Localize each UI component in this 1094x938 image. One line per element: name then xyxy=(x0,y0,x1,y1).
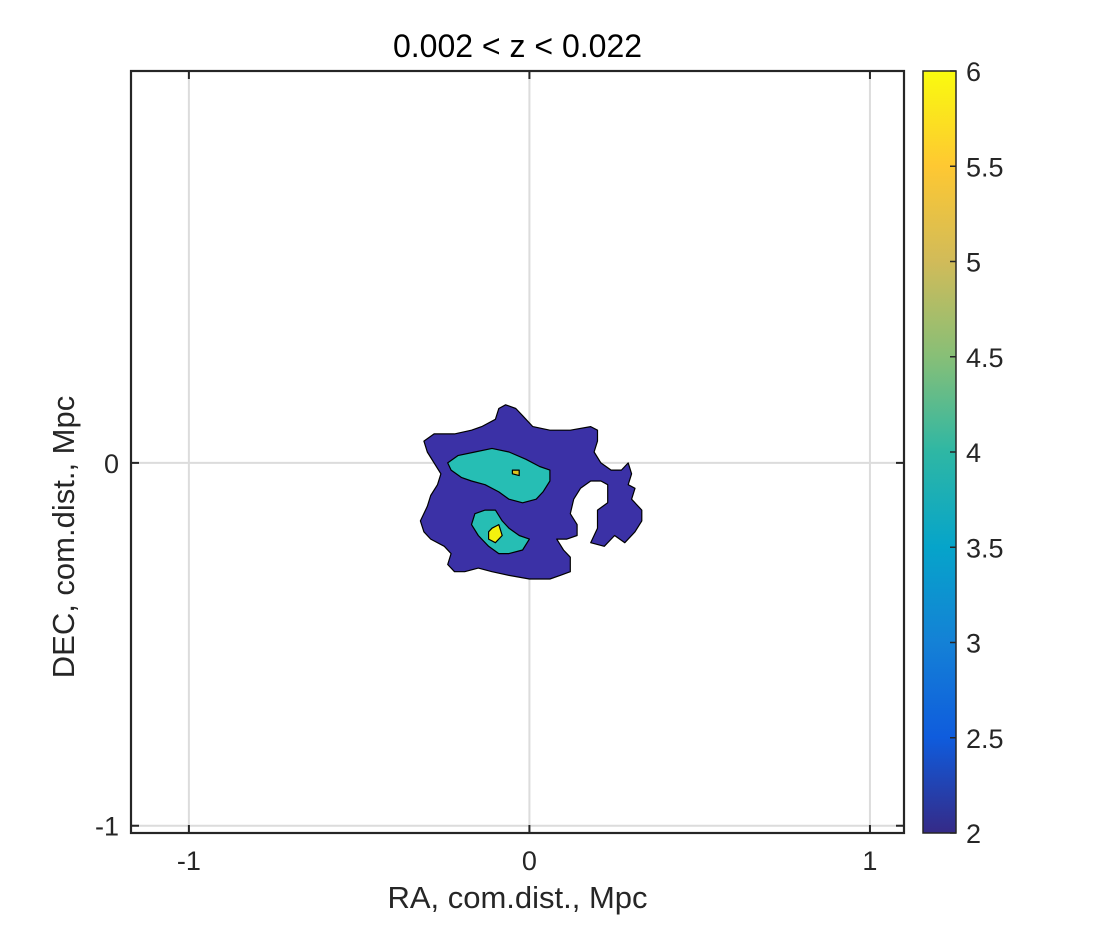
contour-level-4-region-1 xyxy=(447,447,551,504)
x-axis-label: RA, com.dist., Mpc xyxy=(387,880,647,915)
colorbar-tick-label-0: 6 xyxy=(966,57,981,87)
colorbar-ticks: 6 5.5 5 4.5 4 3.5 3 2.5 2 xyxy=(950,57,1004,849)
axis-ticks: -1 0 1 0 -1 xyxy=(95,71,904,876)
colorbar-tick-label-6: 3 xyxy=(966,629,981,659)
colorbar-tick-label-8: 2 xyxy=(966,819,981,849)
colorbar-tick-label-7: 2.5 xyxy=(966,724,1004,754)
chart-title: 0.002 < z < 0.022 xyxy=(393,28,642,64)
colorbar-tick-label-4: 4 xyxy=(966,438,981,468)
colorbar-tick-label-3: 4.5 xyxy=(966,343,1004,373)
contour-level-6-region-3 xyxy=(488,523,503,544)
grid-lines xyxy=(131,71,904,833)
y-tick-label-0: 0 xyxy=(104,449,119,479)
colorbar-tick-label-5: 3.5 xyxy=(966,533,1004,563)
plot-frame xyxy=(129,69,906,835)
colorbar-tick-label-1: 5.5 xyxy=(966,152,1004,182)
y-tick-label-1: -1 xyxy=(95,812,119,842)
contour-level-5-region-4 xyxy=(511,469,520,477)
colorbar-tick-label-2: 5 xyxy=(966,248,981,278)
colorbar: 6 5.5 5 4.5 4 3.5 3 2.5 2 xyxy=(922,57,1004,849)
x-tick-label-2: 1 xyxy=(862,846,877,876)
x-tick-label-1: 0 xyxy=(522,846,537,876)
x-tick-label-0: -1 xyxy=(177,846,201,876)
y-axis-label: DEC, com.dist., Mpc xyxy=(46,396,81,679)
contour-regions xyxy=(419,404,643,580)
